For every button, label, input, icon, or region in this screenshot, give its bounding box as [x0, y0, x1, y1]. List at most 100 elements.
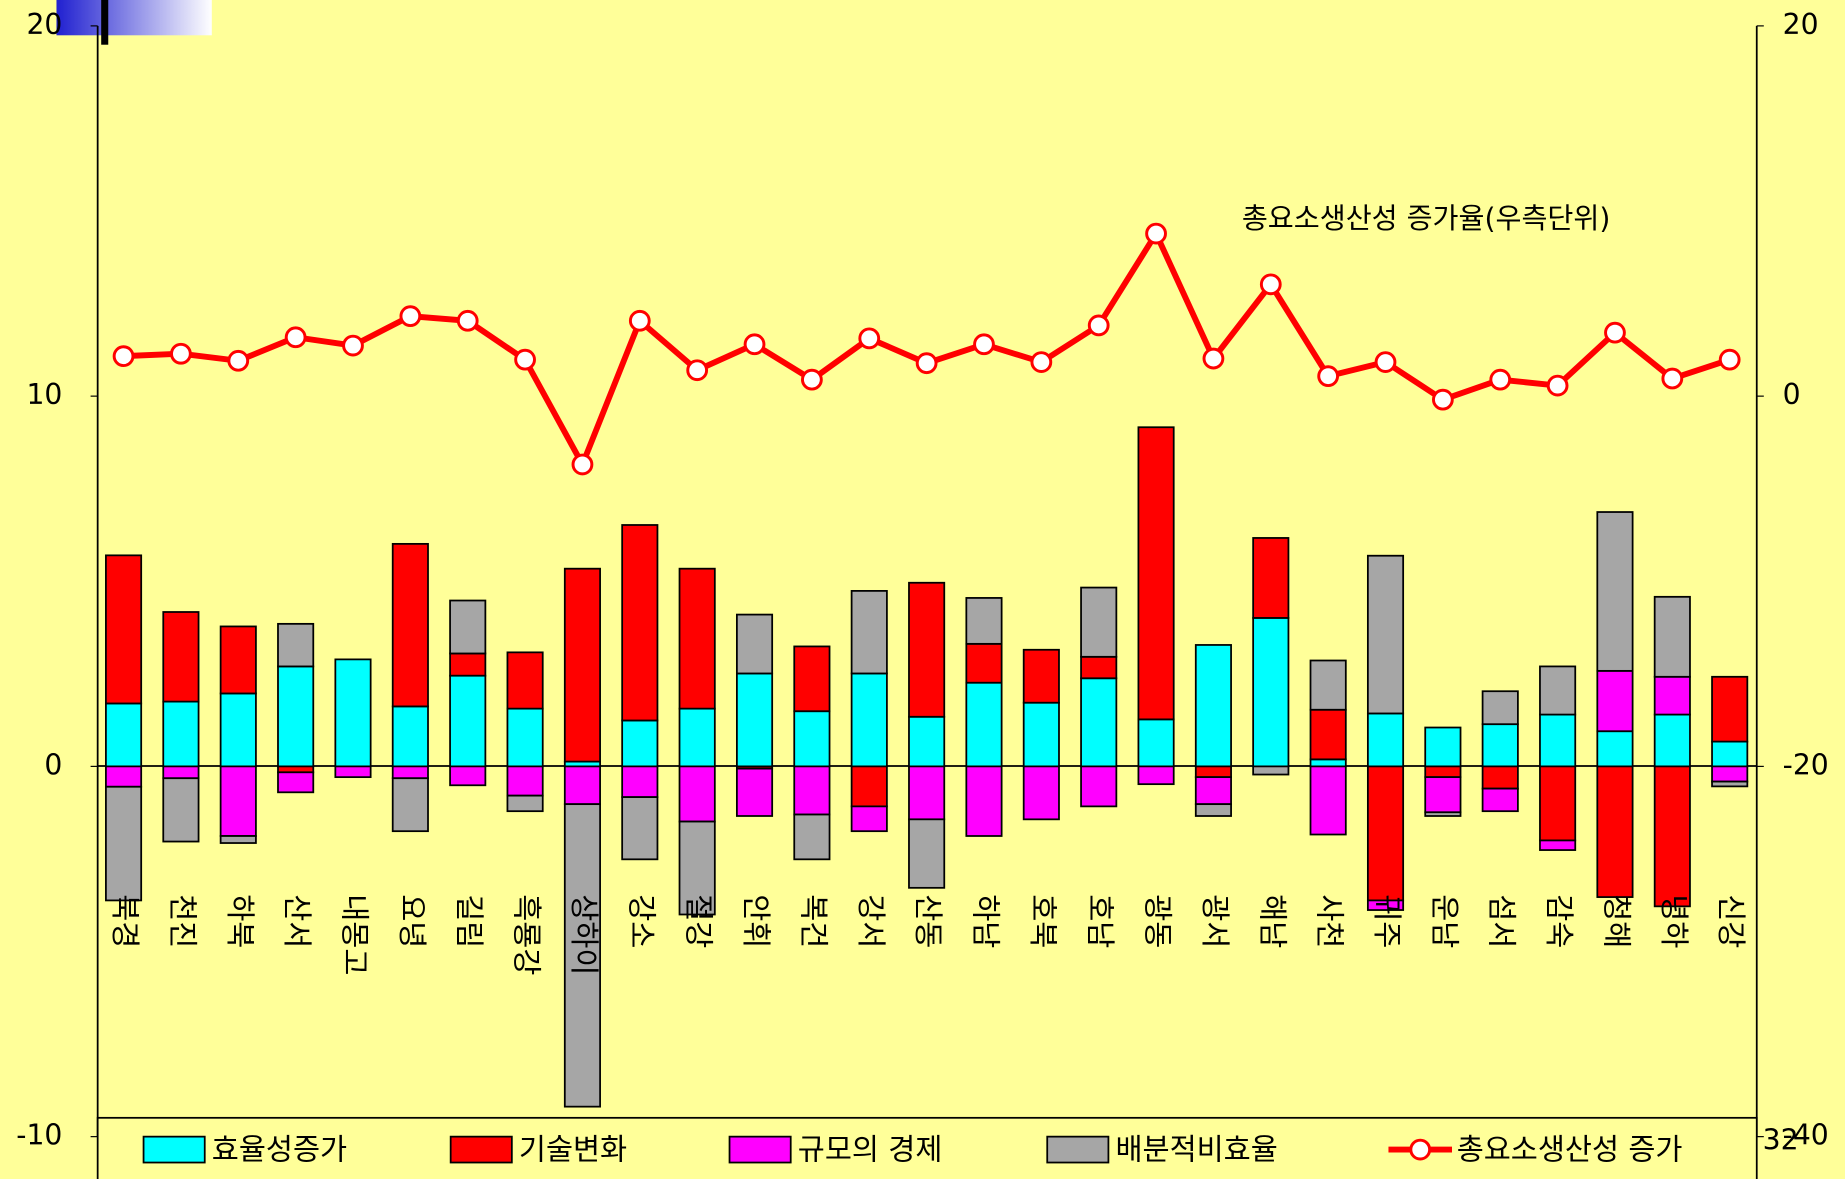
- x-tick-label: 운남: [1427, 894, 1461, 948]
- bar-segment: [1596, 511, 1634, 672]
- bar-segment: [1481, 787, 1519, 813]
- bar-segment: [162, 611, 200, 703]
- bar-segment: [1596, 669, 1634, 733]
- bar-segment: [1653, 713, 1691, 768]
- bar-segment: [1137, 426, 1175, 721]
- y-tick-label: 0: [44, 748, 62, 781]
- x-tick-label: 청해: [1599, 894, 1633, 948]
- point: [399, 305, 422, 328]
- bar-segment: [162, 765, 200, 780]
- x-tick-label: 사천: [1313, 894, 1347, 948]
- bar-segment: [1539, 665, 1577, 716]
- y2-tick-label: 0: [1783, 378, 1801, 411]
- x-tick-label: 강서: [854, 894, 888, 948]
- bar-segment: [793, 645, 831, 713]
- bar-segment: [1596, 730, 1634, 768]
- point: [628, 309, 651, 332]
- x-tick-label: 산서: [280, 894, 314, 948]
- bar-segment: [965, 597, 1003, 645]
- point: [227, 349, 250, 372]
- bar-segment: [908, 581, 946, 718]
- y2-tick-label: -20: [1783, 748, 1829, 781]
- point: [1087, 314, 1110, 337]
- point: [1374, 351, 1397, 373]
- bar-segment: [1481, 690, 1519, 726]
- bar-segment: [1309, 758, 1347, 768]
- bar-segment: [735, 672, 774, 768]
- x-tick-label: 절강: [682, 894, 716, 948]
- bar-segment: [678, 567, 716, 710]
- bar-segment: [449, 599, 487, 655]
- x-tick-label: 하남: [968, 894, 1002, 948]
- y-tick-label: -10: [16, 1119, 62, 1152]
- legend-marker: [1409, 1138, 1432, 1161]
- bar-segment: [965, 681, 1003, 768]
- bar-segment: [678, 820, 716, 916]
- point: [342, 334, 364, 357]
- bar-segment: [334, 765, 372, 779]
- bar-segment: [1080, 655, 1118, 680]
- bar-segment: [1309, 708, 1347, 761]
- bar-segment: [563, 567, 601, 763]
- legend-label: 규모의 경제: [798, 1132, 943, 1166]
- bar-segment: [391, 765, 429, 780]
- point: [571, 453, 594, 476]
- legend-label: 기술변화: [519, 1132, 627, 1166]
- bar-segment: [793, 813, 831, 861]
- legend-label: 효율성증가: [212, 1132, 347, 1166]
- bar-segment: [1596, 765, 1634, 898]
- point: [1431, 388, 1454, 411]
- point: [1661, 367, 1684, 390]
- bar-segment: [1194, 803, 1232, 817]
- bar-segment: [1366, 765, 1405, 902]
- point: [858, 327, 881, 350]
- bar-segment: [506, 765, 544, 797]
- point: [743, 333, 766, 356]
- bar-segment: [563, 803, 601, 1108]
- bar-segment: [506, 794, 544, 813]
- bar-segment: [1711, 780, 1749, 788]
- bar-segment: [391, 705, 429, 768]
- bar-segment: [850, 672, 888, 768]
- x-tick-label: 섬서: [1485, 894, 1519, 948]
- x-tick-label: 감숙: [1542, 894, 1576, 948]
- bar-segment: [621, 765, 659, 799]
- point: [170, 342, 192, 365]
- bar-segment: [1022, 648, 1060, 704]
- bar-segment: [277, 765, 315, 774]
- bar-segment: [1080, 677, 1118, 768]
- bar-segment: [850, 590, 888, 675]
- decoration: [56, 0, 212, 36]
- point: [686, 359, 709, 382]
- bar-segment: [1194, 765, 1232, 779]
- x-tick-label: 광서: [1198, 894, 1232, 948]
- bar-segment: [449, 674, 487, 768]
- point: [1489, 368, 1512, 391]
- y2-tick-label: -40: [1783, 1119, 1829, 1152]
- x-tick-label: 호북: [1026, 894, 1060, 948]
- bar-segment: [965, 642, 1003, 684]
- bar-segment: [678, 707, 716, 768]
- bar-segment: [1309, 765, 1347, 836]
- bar-segment: [1022, 765, 1060, 821]
- point: [514, 348, 536, 371]
- bar-segment: [1137, 718, 1175, 768]
- bar-segment: [1539, 839, 1577, 851]
- bar-segment: [449, 765, 487, 787]
- bar-segment: [506, 707, 544, 768]
- bar-segment: [334, 658, 372, 768]
- legend: [96, 1116, 1758, 1179]
- bar-segment: [219, 692, 257, 768]
- point: [1317, 365, 1340, 388]
- bar-segment: [1424, 765, 1462, 779]
- bar-segment: [1653, 595, 1691, 678]
- x-tick-label: 복건: [796, 894, 830, 948]
- bar-segment: [1252, 617, 1290, 768]
- bar-segment: [621, 719, 659, 768]
- x-tick-label: 하북: [223, 894, 257, 948]
- bar-segment: [1653, 675, 1691, 716]
- point: [1259, 273, 1282, 296]
- y-tick-label: 20: [26, 8, 62, 41]
- bar-segment: [105, 554, 143, 705]
